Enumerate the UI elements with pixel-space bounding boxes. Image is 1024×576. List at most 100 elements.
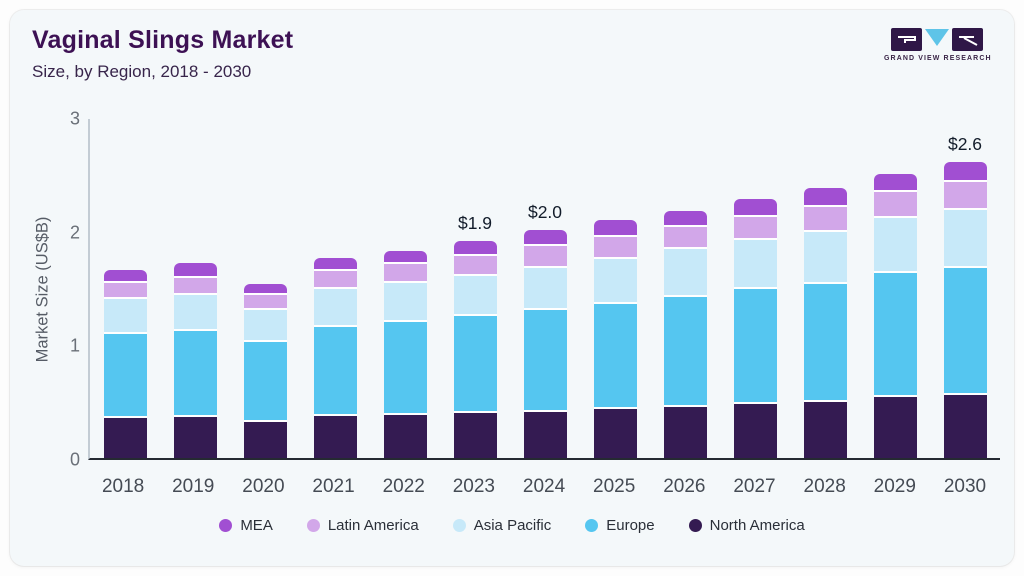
bar-segment-north-america: [943, 393, 987, 458]
grand-view-research-logo: GRAND VIEW RESEARCH: [884, 27, 991, 62]
bar-slot: [370, 119, 440, 458]
logo-r-block-icon: [952, 27, 983, 51]
y-tick-label: 2: [69, 222, 80, 243]
stacked-bar-2029: [873, 174, 917, 458]
bar-segment-mea: [733, 199, 777, 215]
bar-segment-mea: [103, 270, 147, 281]
legend-item-europe: Europe: [585, 517, 655, 534]
bar-slot: [300, 119, 370, 458]
bar-segment-mea: [663, 211, 707, 225]
stacked-bar-2024: [523, 230, 567, 458]
legend-label: Latin America: [327, 517, 419, 534]
bar-segment-europe: [383, 320, 427, 413]
x-tick-label: 2018: [101, 476, 145, 497]
bar-segment-north-america: [173, 415, 217, 458]
bar-value-label: $2.0: [527, 202, 563, 222]
bar-segment-north-america: [593, 407, 637, 458]
bar-segment-latin-america: [943, 180, 987, 208]
bar-segment-mea: [173, 263, 217, 276]
bar-segment-north-america: [733, 402, 777, 458]
bar-segment-europe: [103, 332, 147, 416]
x-axis-labels: 2018 2019 2020 2021 2022 2023 2024 2025 2026 2027…: [88, 476, 1000, 498]
page-title: Vaginal Slings Market: [32, 26, 294, 54]
bar-segment-north-america: [103, 416, 147, 458]
legend-dot-icon: [585, 519, 599, 532]
legend-item-mea: MEA: [219, 517, 273, 534]
legend-item-asia-pacific: Asia Pacific: [452, 517, 551, 534]
stacked-bar-2022: [383, 251, 427, 458]
stacked-bar-2026: [663, 211, 707, 458]
bar-segment-asia-pacific: [523, 266, 567, 308]
x-tick-label: 2022: [382, 476, 425, 497]
bar-segment-mea: [453, 241, 497, 254]
y-tick-label: 3: [69, 108, 80, 129]
x-tick-label: 2026: [663, 476, 706, 497]
x-tick-label: 2029: [873, 476, 916, 497]
bar-segment-latin-america: [593, 235, 637, 257]
bar-segment-mea: [313, 258, 357, 269]
bars: $1.9 $2.0 $2.6: [90, 119, 1000, 458]
legend: MEA Latin America Asia Pacific Europe North …: [10, 517, 1014, 534]
bar-segment-europe: [733, 287, 777, 402]
stacked-bar-2025: [593, 220, 637, 458]
logo-mark: [884, 27, 990, 51]
y-tick-label: 1: [69, 335, 80, 356]
y-tick-label: 0: [69, 449, 80, 470]
x-tick-label: 2024: [522, 476, 566, 497]
bar-segment-europe: [173, 329, 217, 415]
bar-segment-asia-pacific: [733, 238, 777, 287]
bar-segment-mea: [243, 284, 287, 293]
legend-dot-icon: [688, 519, 702, 532]
bar-segment-latin-america: [803, 205, 847, 230]
bar-value-label: $2.6: [947, 134, 983, 154]
x-tick-label: 2030: [943, 476, 987, 497]
x-tick-label: 2020: [242, 476, 285, 497]
legend-label: Europe: [606, 517, 655, 534]
bar-segment-mea: [523, 230, 567, 244]
bar-value-label: $1.9: [457, 213, 493, 233]
bar-segment-asia-pacific: [383, 281, 427, 320]
bar-segment-mea: [873, 174, 917, 190]
bar-slot: [720, 119, 790, 458]
bar-slot: [860, 119, 930, 458]
bar-segment-latin-america: [453, 254, 497, 274]
page-subtitle: Size, by Region, 2018 - 2030: [32, 62, 252, 81]
legend-dot-icon: [306, 519, 320, 532]
bar-segment-north-america: [313, 414, 357, 458]
stacked-bar-2028: [803, 188, 847, 458]
bar-slot: [90, 119, 160, 458]
bar-segment-north-america: [453, 411, 497, 458]
bar-segment-europe: [803, 282, 847, 400]
legend-item-latin-america: Latin America: [306, 517, 419, 534]
y-axis-title: Market Size (US$B): [33, 216, 52, 363]
bar-slot: [160, 119, 230, 458]
stacked-bar-2027: [733, 199, 777, 458]
bar-segment-north-america: [803, 400, 847, 458]
bar-slot: $1.9: [440, 119, 510, 458]
bar-slot: [230, 119, 300, 458]
bar-segment-europe: [523, 308, 567, 410]
bar-segment-mea: [943, 162, 987, 180]
stacked-bar-2021: [313, 258, 357, 458]
x-tick-label: 2025: [593, 476, 636, 497]
y-axis-ticks: 0 1 2 3: [56, 109, 80, 470]
bar-segment-europe: [663, 295, 707, 405]
stacked-bar-2030: [943, 162, 987, 458]
bar-segment-europe: [873, 271, 917, 395]
stacked-bar-2019: [173, 263, 217, 458]
bar-segment-latin-america: [733, 215, 777, 238]
legend-item-north-america: North America: [688, 517, 805, 534]
bar-segment-asia-pacific: [313, 287, 357, 325]
stacked-bar-2023: [453, 241, 497, 458]
bar-slot: [580, 119, 650, 458]
bar-segment-latin-america: [523, 244, 567, 266]
stacked-bar-2018: [103, 270, 147, 458]
x-tick-label: 2023: [452, 476, 495, 497]
bar-segment-europe: [313, 325, 357, 414]
bar-segment-latin-america: [173, 276, 217, 293]
bar-slot: [790, 119, 860, 458]
bar-segment-latin-america: [663, 225, 707, 247]
bar-segment-europe: [243, 340, 287, 420]
legend-label: North America: [709, 517, 805, 534]
bar-segment-asia-pacific: [803, 230, 847, 282]
